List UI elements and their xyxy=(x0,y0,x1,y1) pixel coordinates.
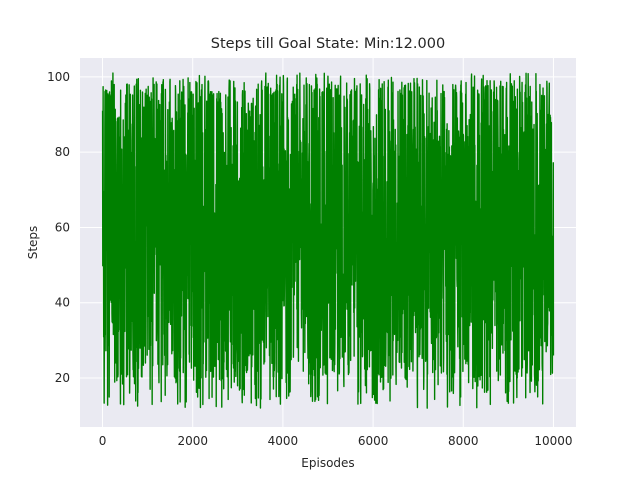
series-line xyxy=(101,72,555,409)
x-tick-label: 6000 xyxy=(358,434,389,448)
x-tick-label: 8000 xyxy=(448,434,479,448)
x-tick-label: 0 xyxy=(99,434,107,448)
y-tick-label: 60 xyxy=(55,220,70,234)
x-axis-label: Episodes xyxy=(301,456,354,470)
y-tick-label: 80 xyxy=(55,145,70,159)
chart-title: Steps till Goal State: Min:12.000 xyxy=(211,36,445,52)
x-tick-label: 10000 xyxy=(534,434,572,448)
data-layer xyxy=(101,72,555,409)
ticks: 0 2000 4000 6000 8000 10000 20 40 60 80 100 xyxy=(47,70,572,448)
x-tick-label: 2000 xyxy=(177,434,208,448)
x-tick-label: 4000 xyxy=(268,434,299,448)
y-axis-label: Steps xyxy=(26,226,40,260)
y-tick-label: 100 xyxy=(47,70,70,84)
y-tick-label: 40 xyxy=(55,296,70,310)
y-tick-label: 20 xyxy=(55,371,70,385)
